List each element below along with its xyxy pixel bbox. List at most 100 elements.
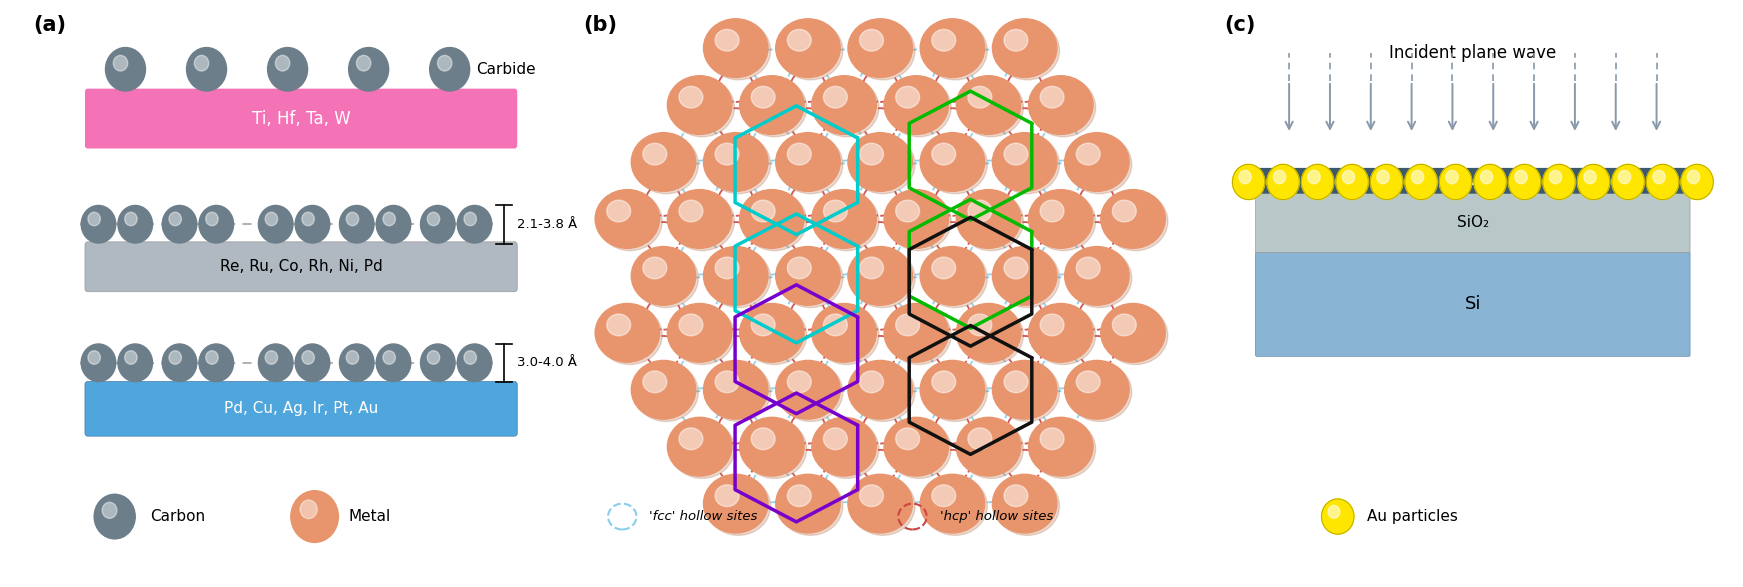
Circle shape (967, 86, 992, 108)
Circle shape (814, 306, 878, 365)
Text: Ti, Hf, Ta, W: Ti, Hf, Ta, W (251, 110, 350, 127)
Circle shape (1004, 257, 1028, 279)
Text: SiO₂: SiO₂ (1457, 215, 1489, 230)
Circle shape (776, 474, 840, 533)
Circle shape (715, 371, 739, 393)
Text: Carbon: Carbon (150, 509, 206, 524)
Circle shape (776, 360, 840, 419)
Circle shape (1328, 505, 1340, 518)
Circle shape (715, 143, 739, 165)
Circle shape (812, 417, 877, 476)
Circle shape (933, 29, 955, 51)
FancyBboxPatch shape (1255, 168, 1691, 194)
Circle shape (814, 78, 878, 137)
Circle shape (1041, 86, 1063, 108)
Circle shape (1550, 170, 1562, 184)
Circle shape (1075, 143, 1100, 165)
Circle shape (1103, 306, 1168, 365)
Circle shape (812, 303, 877, 362)
Circle shape (823, 428, 847, 450)
Circle shape (1032, 192, 1096, 251)
Circle shape (959, 306, 1023, 365)
FancyBboxPatch shape (1255, 252, 1691, 356)
Circle shape (1584, 170, 1597, 184)
Circle shape (933, 143, 955, 165)
Circle shape (1103, 192, 1168, 251)
Circle shape (814, 192, 878, 251)
Circle shape (1065, 247, 1129, 305)
Circle shape (1302, 164, 1333, 200)
Circle shape (920, 360, 985, 419)
Text: Si: Si (1464, 295, 1482, 313)
Circle shape (1475, 164, 1506, 200)
Circle shape (751, 428, 776, 450)
Circle shape (896, 200, 920, 222)
Circle shape (195, 55, 209, 71)
Circle shape (812, 190, 877, 248)
Circle shape (383, 212, 396, 226)
Circle shape (1067, 363, 1131, 421)
Circle shape (1342, 170, 1354, 184)
Circle shape (706, 135, 770, 194)
Circle shape (859, 371, 884, 393)
Circle shape (920, 247, 985, 305)
Circle shape (859, 29, 884, 51)
Circle shape (340, 344, 375, 382)
Circle shape (162, 344, 197, 382)
Circle shape (1447, 170, 1459, 184)
Circle shape (103, 502, 117, 518)
Circle shape (1335, 164, 1368, 200)
Circle shape (847, 474, 913, 533)
Circle shape (295, 205, 329, 243)
Circle shape (1232, 164, 1265, 200)
Circle shape (751, 86, 776, 108)
Circle shape (1004, 29, 1028, 51)
Circle shape (1543, 164, 1576, 200)
Circle shape (922, 21, 987, 80)
Circle shape (957, 76, 1021, 134)
Circle shape (1687, 170, 1699, 184)
Circle shape (265, 212, 277, 226)
Circle shape (992, 360, 1056, 419)
Circle shape (598, 192, 662, 251)
Text: Carbide: Carbide (476, 62, 537, 77)
Circle shape (992, 247, 1056, 305)
Circle shape (788, 485, 810, 507)
Circle shape (1032, 420, 1096, 478)
Circle shape (851, 21, 915, 80)
Circle shape (1075, 371, 1100, 393)
Circle shape (420, 205, 455, 243)
Circle shape (1307, 170, 1319, 184)
Circle shape (680, 314, 702, 336)
Circle shape (823, 200, 847, 222)
Text: Re, Ru, Co, Rh, Ni, Pd: Re, Ru, Co, Rh, Ni, Pd (220, 259, 382, 274)
FancyBboxPatch shape (85, 89, 518, 149)
Circle shape (82, 205, 115, 243)
Circle shape (265, 351, 277, 365)
Circle shape (995, 363, 1060, 421)
Circle shape (933, 485, 955, 507)
Circle shape (779, 249, 844, 308)
Circle shape (1112, 314, 1136, 336)
Circle shape (851, 135, 915, 194)
Circle shape (776, 19, 840, 77)
Circle shape (347, 351, 359, 365)
Circle shape (1028, 417, 1093, 476)
Circle shape (1032, 78, 1096, 137)
Circle shape (995, 249, 1060, 308)
Circle shape (1405, 164, 1438, 200)
Circle shape (162, 205, 197, 243)
Circle shape (957, 417, 1021, 476)
Circle shape (668, 76, 732, 134)
Circle shape (119, 344, 153, 382)
Circle shape (680, 86, 702, 108)
Circle shape (258, 344, 293, 382)
Circle shape (1647, 164, 1679, 200)
Circle shape (859, 143, 884, 165)
Circle shape (896, 86, 920, 108)
Circle shape (206, 212, 218, 226)
Circle shape (995, 135, 1060, 194)
Circle shape (199, 344, 234, 382)
Text: SLG: SLG (1455, 173, 1490, 188)
Circle shape (669, 78, 734, 137)
